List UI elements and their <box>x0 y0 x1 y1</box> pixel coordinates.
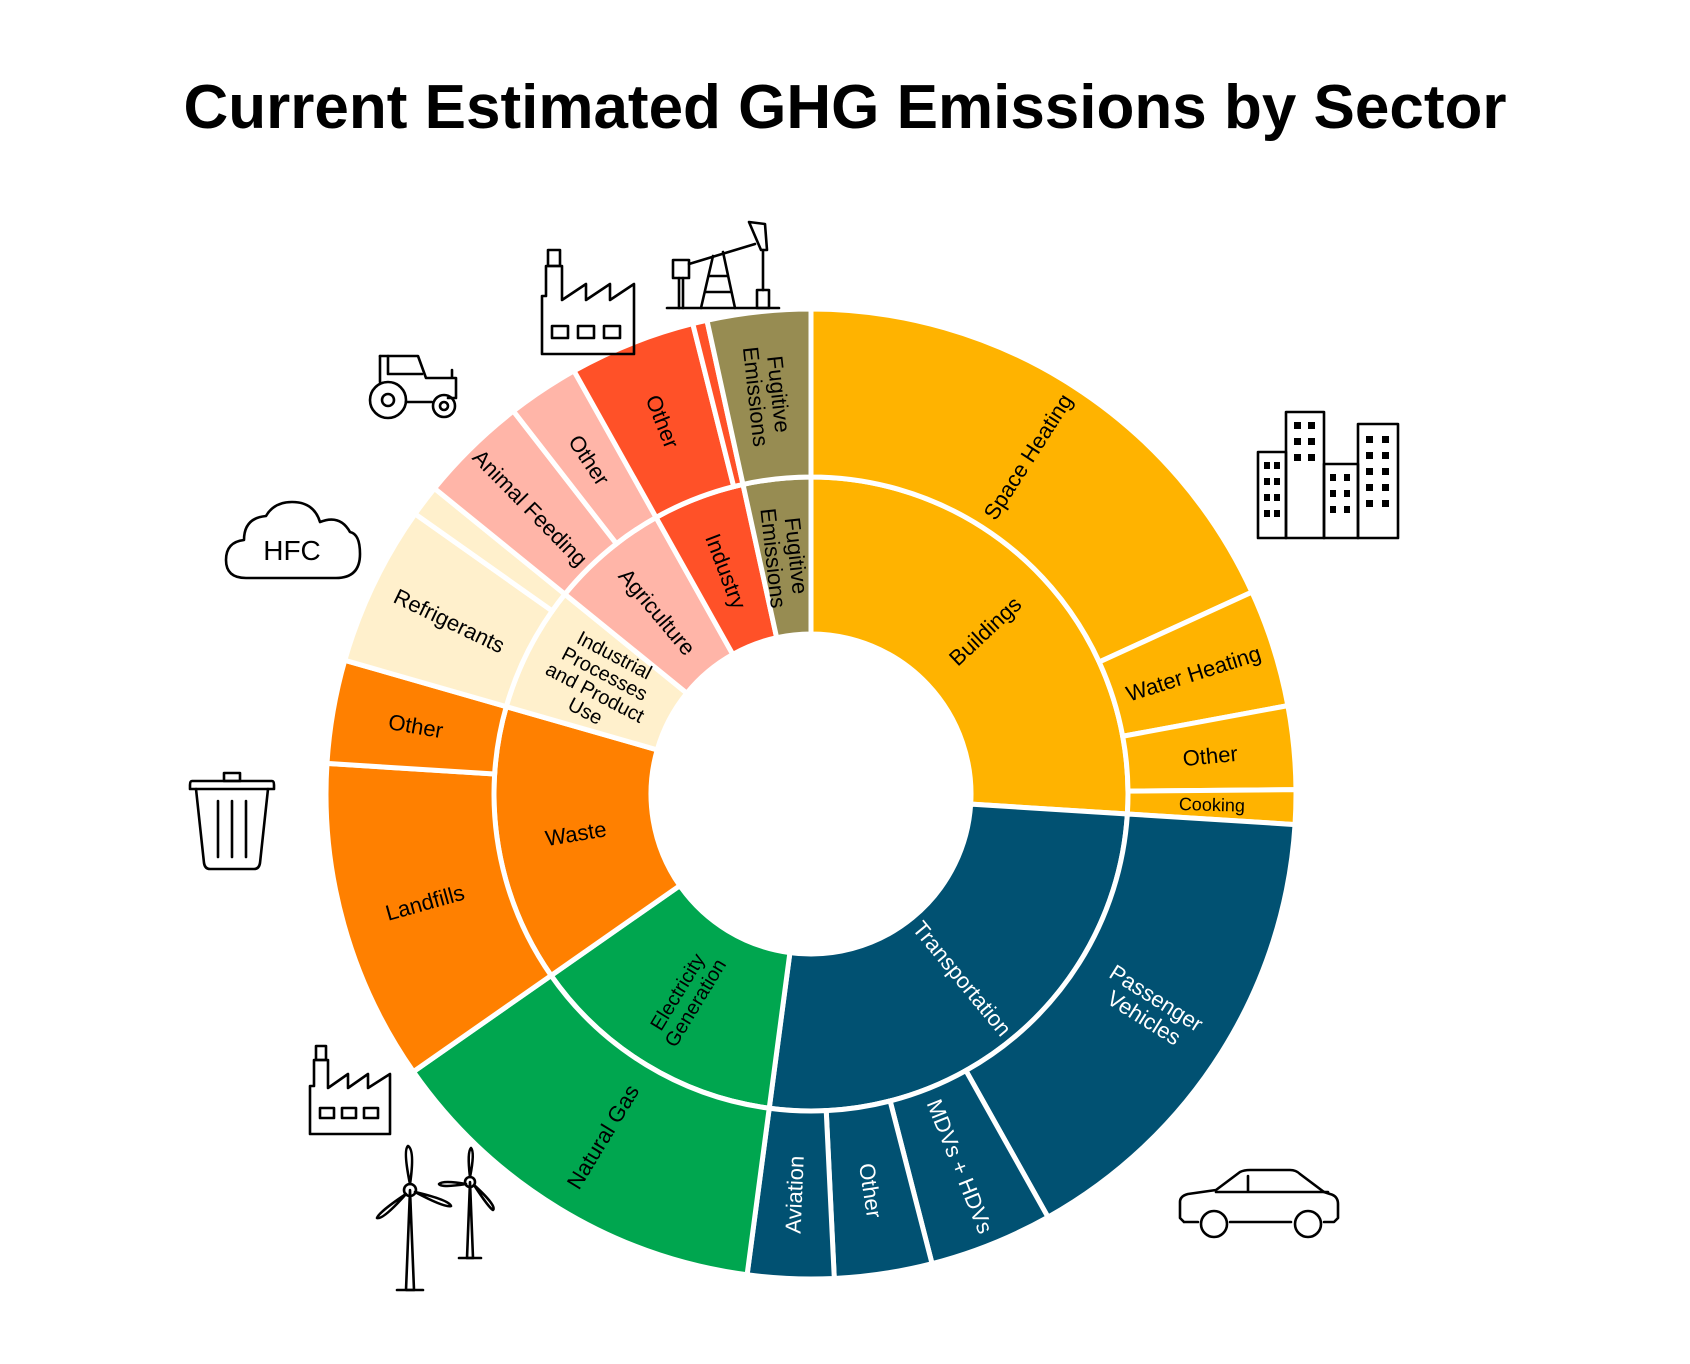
factory-icon <box>540 248 636 356</box>
oil-pump-icon <box>665 220 781 310</box>
tractor-icon <box>368 354 458 420</box>
factory-icon <box>308 1044 392 1136</box>
subsector-label-cooking: Cooking <box>1179 794 1246 816</box>
subsector-arc-transportation-passenger-vehicles <box>962 811 1298 1221</box>
buildings-icon <box>1256 410 1400 540</box>
subsector-arc-fugitive-emissions-fugitive-emissions <box>703 306 814 488</box>
car-icon <box>1178 1168 1340 1239</box>
subsector-label-other: Other <box>1182 740 1239 770</box>
trash-can-icon <box>188 771 276 871</box>
hfc-cloud-text: HFC <box>263 535 321 566</box>
chart-title: Current Estimated GHG Emissions by Secto… <box>183 73 1507 142</box>
hfc-cloud-icon: HFC <box>224 500 362 580</box>
wind-turbines-icon <box>375 1144 495 1292</box>
subsector-arc-buildings-space-heating <box>808 306 1256 666</box>
sunburst-rings <box>323 306 1299 1282</box>
subsector-label-aviation: Aviation <box>780 1155 808 1234</box>
